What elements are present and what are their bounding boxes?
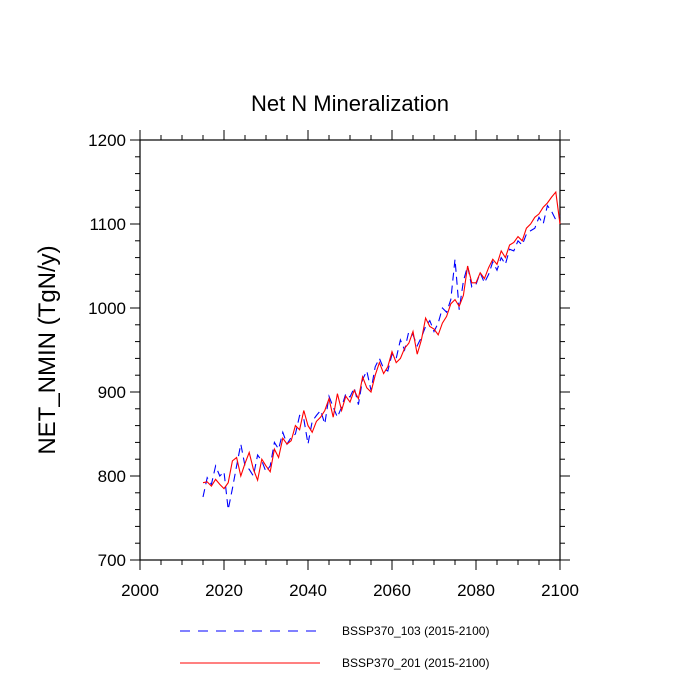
axis-ticks — [130, 130, 570, 570]
x-tick-label: 2040 — [289, 581, 327, 600]
y-tick-label: 700 — [98, 551, 126, 570]
x-tick-label: 2060 — [373, 581, 411, 600]
legend: BSSP370_103 (2015-2100) BSSP370_201 (201… — [180, 624, 489, 670]
x-tick-label: 2020 — [205, 581, 243, 600]
x-tick-label: 2000 — [121, 581, 159, 600]
x-tick-label: 2080 — [457, 581, 495, 600]
y-tick-label: 1100 — [89, 215, 126, 234]
axis-tick-labels: 2000 2020 2040 2060 2080 2100 700 800 900 1000 110… — [88, 131, 579, 600]
y-axis-label: NET_NMIN (TgN/y) — [34, 245, 61, 454]
x-tick-label: 2100 — [541, 581, 579, 600]
y-tick-label: 1000 — [88, 299, 126, 318]
series-line-bssp370-103 — [202, 204, 561, 510]
y-tick-label: 1200 — [88, 131, 126, 150]
legend-label-bssp370-201: BSSP370_201 (2015-2100) — [342, 656, 489, 670]
series-layer — [202, 190, 561, 510]
y-tick-label: 800 — [98, 467, 126, 486]
series-line-bssp370-201 — [202, 190, 561, 490]
chart-title: Net N Mineralization — [251, 91, 449, 116]
y-tick-label: 900 — [98, 383, 126, 402]
legend-label-bssp370-103: BSSP370_103 (2015-2100) — [342, 624, 489, 638]
